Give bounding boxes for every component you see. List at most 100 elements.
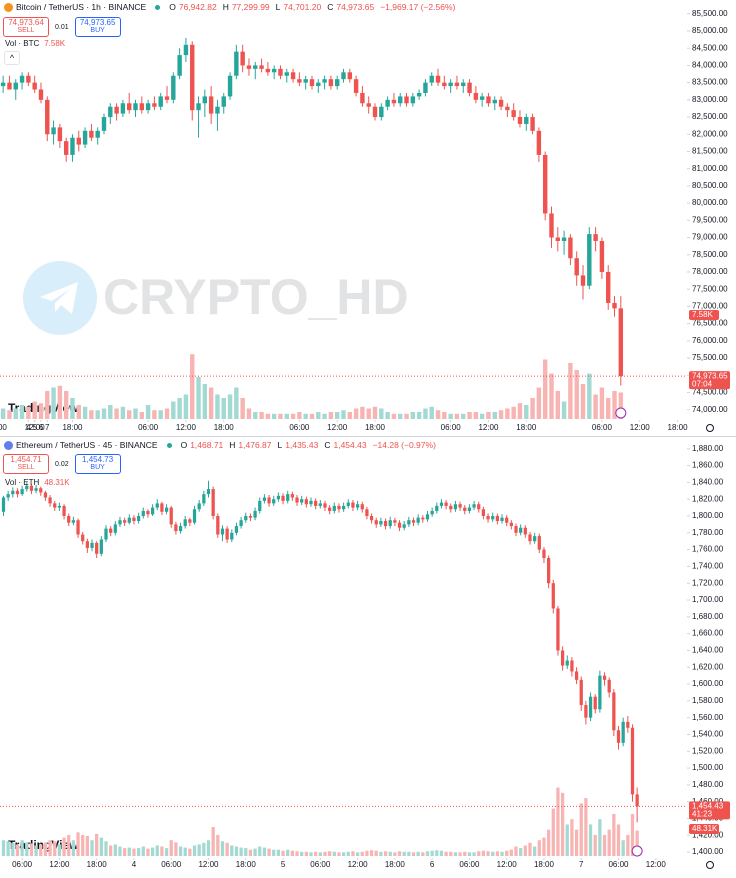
sell-button[interactable]: 74,973.64 SELL (3, 17, 49, 37)
ohlc-key: H (229, 440, 236, 450)
spread: 0.01 (55, 23, 69, 31)
volume-bar (393, 852, 397, 856)
y-tick-label: 78,000.00 (692, 267, 728, 276)
volume-bar (454, 413, 460, 419)
candle-body (537, 536, 541, 550)
candle-body (561, 237, 567, 241)
volume-bar (145, 405, 151, 419)
candle-body (536, 130, 542, 155)
volume-bar (150, 847, 155, 856)
candle-body (208, 96, 214, 114)
candle-body (448, 82, 453, 87)
candle-body (309, 500, 313, 505)
volume-bar (295, 851, 299, 856)
candle-body (479, 96, 485, 100)
candle-body (606, 271, 611, 303)
volume-bar (286, 849, 290, 856)
ohlc-key: H (222, 2, 229, 12)
candle-body (230, 532, 234, 540)
candle-body (621, 721, 625, 743)
y-tick-label: 1,520.00 (692, 746, 724, 755)
status-dot (166, 442, 172, 448)
x-tick-label: 12:00 (198, 860, 219, 869)
candle-body (206, 489, 211, 495)
settings-icon[interactable] (706, 861, 714, 869)
price-label-box (689, 801, 730, 820)
volume-bar (104, 841, 108, 856)
volume-bar (355, 852, 360, 856)
candle-body (118, 520, 122, 525)
volume-bar (425, 851, 430, 856)
buy-button[interactable]: 1,454.73 BUY (74, 454, 121, 474)
candle-body (51, 127, 56, 135)
buy-button[interactable]: 74,973.65 BUY (74, 17, 121, 37)
spread: 0.02 (55, 460, 69, 468)
ohlc-value: 1,454.43 (333, 440, 367, 450)
volume-axis-label: 48.31K (692, 824, 718, 833)
sell-button[interactable]: 1,454.71 SELL (3, 454, 49, 474)
x-tick-label: 5 (32, 423, 37, 432)
candle-body (353, 79, 359, 93)
volume-bar (132, 848, 136, 856)
candle-body (262, 497, 267, 501)
candle-body (57, 505, 62, 508)
ohlc-value: 74,701.20 (283, 2, 322, 12)
volume-bar (155, 845, 159, 856)
trade-row: 74,973.64 SELL 0.01 74,973.65 BUY (3, 17, 121, 37)
volume-bar (309, 413, 315, 419)
replay-icon (615, 407, 627, 419)
y-tick-label: 1,760.00 (692, 545, 724, 554)
volume-bar (593, 394, 598, 419)
volume-bar (574, 829, 579, 856)
volume-bar (421, 852, 425, 856)
volume-bar (542, 359, 548, 419)
x-tick-label: 18:00 (62, 423, 83, 432)
candle-body (435, 75, 441, 83)
candle-body (588, 696, 593, 718)
candle-body (542, 154, 548, 214)
x-tick-label: 06:00 (310, 860, 331, 869)
candle-body (323, 503, 327, 508)
candle-body (234, 526, 239, 533)
candle-body (551, 583, 555, 609)
candle-body (304, 499, 308, 505)
y-tick-label: 1,420.00 (692, 830, 724, 839)
candle-body (101, 117, 107, 131)
candle-body (555, 237, 560, 241)
candle-body (425, 514, 430, 520)
volume-bar (101, 408, 107, 419)
y-tick-label: 82,500.00 (692, 112, 728, 121)
candle-body (570, 660, 574, 672)
collapse-button[interactable]: ^ (4, 51, 20, 65)
volume-bar (607, 829, 611, 856)
volume-bar (584, 798, 588, 856)
y-tick-label: 1,460.00 (692, 797, 724, 806)
volume-bar (90, 840, 94, 856)
volume-bar (599, 387, 605, 419)
volume-bar (612, 391, 617, 419)
y-tick-label: 84,000.00 (692, 61, 728, 70)
price-label-box (689, 371, 730, 390)
settings-icon[interactable] (706, 424, 714, 432)
candle-body (62, 505, 66, 516)
candle-body (314, 500, 318, 506)
candle-body (626, 721, 630, 728)
candle-body (81, 534, 85, 542)
candle-body (602, 675, 607, 680)
ohlc-value: 74,973.65 (336, 2, 375, 12)
candle-body (90, 542, 94, 548)
candle-body (190, 44, 195, 111)
volume-bar (560, 792, 565, 856)
volume-bar (133, 408, 138, 419)
volume-bar (1, 840, 6, 856)
candle-body (259, 65, 264, 69)
candle-body (202, 494, 206, 504)
volume-bar (556, 787, 560, 856)
volume-bar (351, 851, 355, 856)
volume-bar (626, 834, 630, 856)
volume-bar (449, 851, 453, 856)
volume-bar (230, 845, 234, 856)
x-tick-label: 12:00 (478, 423, 499, 432)
candle-body (328, 79, 334, 87)
